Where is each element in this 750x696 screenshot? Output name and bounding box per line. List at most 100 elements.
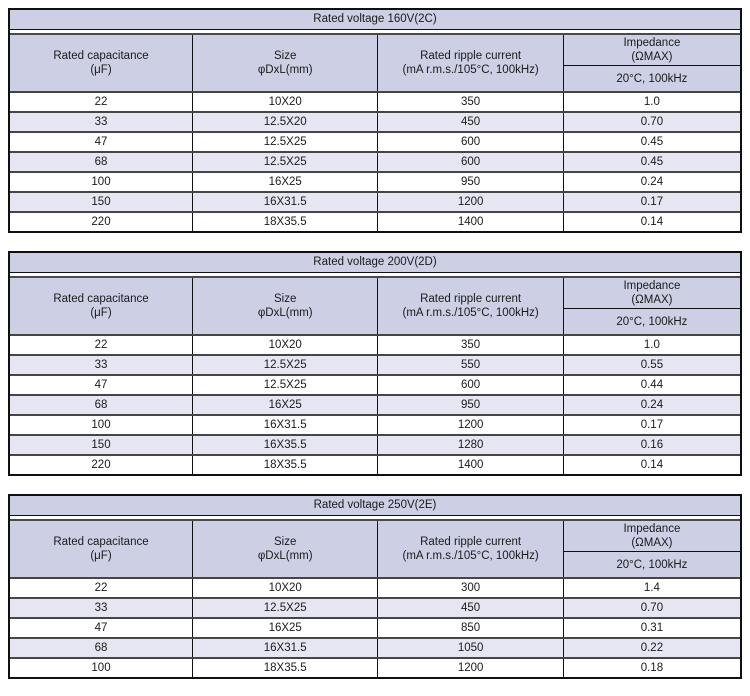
cell-value: 68 [10,152,193,172]
cell-value: 1400 [377,455,564,474]
table-row: 22 10X20 300 1.4 [10,578,740,598]
cell-value: 10X20 [192,92,379,112]
cell-value: 1400 [377,212,564,231]
cell-value: 0.55 [563,355,740,375]
cell-value: 0.17 [563,192,740,212]
header-line: (ΩMAX) [631,294,673,306]
cell-value: 600 [377,375,564,395]
cell-value: 10X20 [192,335,379,355]
cell-value: 600 [377,152,564,172]
cell-value: 1.0 [563,335,740,355]
cell-value: 100 [10,415,193,435]
cell-value: 150 [10,192,193,212]
cell-value: 18X35.5 [192,212,379,231]
cell-value: 16X31.5 [192,192,379,212]
cell-value: 16X25 [192,172,379,192]
table-row: 220 18X35.5 1400 0.14 [10,212,740,231]
header-line: φDxL(mm) [257,550,313,562]
table-row: 22 10X20 350 1.0 [10,92,740,112]
cell-value: 68 [10,395,193,415]
cell-value: 0.31 [563,618,740,638]
cell-value: 1.4 [563,578,740,598]
cell-value: 0.24 [563,395,740,415]
table-row: 47 12.5X25 600 0.45 [10,132,740,152]
header-line: Size [274,536,297,548]
col-header-ripple-current: Rated ripple current (mA r.m.s./105°C, 1… [377,277,564,335]
cell-value: 600 [377,132,564,152]
table-title: Rated voltage 160V(2C) [10,10,740,30]
header-line: (mA r.m.s./105°C, 100kHz) [402,550,539,562]
table-row: 47 12.5X25 600 0.44 [10,375,740,395]
title-divider [10,516,740,519]
header-line: Rated capacitance [53,536,149,548]
col-subheader-impedance-condition: 20°C, 100kHz [563,65,740,92]
cell-value: 850 [377,618,564,638]
table-body: 22 10X20 350 1.0 33 12.5X20 450 0.70 47 12.5X25 60… [10,92,740,231]
table-row: 68 16X31.5 1050 0.22 [10,638,740,658]
table-body: 22 10X20 300 1.4 33 12.5X25 450 0.70 47 16X25 850 0… [10,578,740,677]
table-title: Rated voltage 250V(2E) [10,496,740,516]
table-title: Rated voltage 200V(2D) [10,253,740,273]
cell-value: 47 [10,375,193,395]
rated-voltage-table-250v: Rated voltage 250V(2E) Rated capacitance… [8,494,742,679]
table-row: 33 12.5X20 450 0.70 [10,112,740,132]
cell-value: 1200 [377,658,564,677]
table-row: 100 18X35.5 1200 0.18 [10,658,740,677]
title-divider [10,30,740,33]
header-line: (μF) [90,550,112,562]
col-header-impedance: Impedance (ΩMAX) [563,277,740,309]
cell-value: 47 [10,618,193,638]
col-header-size: Size φDxL(mm) [192,520,379,578]
spec-grid: Rated capacitance (μF) Size φDxL(mm) Rat… [10,33,740,231]
cell-value: 0.22 [563,638,740,658]
table-row: 22 10X20 350 1.0 [10,335,740,355]
cell-value: 33 [10,598,193,618]
cell-value: 12.5X25 [192,355,379,375]
cell-value: 0.17 [563,415,740,435]
table-row: 47 16X25 850 0.31 [10,618,740,638]
cell-value: 12.5X25 [192,598,379,618]
cell-value: 16X31.5 [192,415,379,435]
cell-value: 12.5X25 [192,132,379,152]
cell-value: 16X35.5 [192,435,379,455]
table-row: 68 16X25 950 0.24 [10,395,740,415]
table-row: 33 12.5X25 550 0.55 [10,355,740,375]
col-header-size: Size φDxL(mm) [192,34,379,92]
cell-value: 950 [377,395,564,415]
header-line: Rated ripple current [420,536,522,548]
header-line: Rated ripple current [420,50,522,62]
table-row: 150 16X31.5 1200 0.17 [10,192,740,212]
cell-value: 0.14 [563,212,740,231]
header-line: (mA r.m.s./105°C, 100kHz) [402,64,539,76]
cell-value: 1280 [377,435,564,455]
cell-value: 300 [377,578,564,598]
header-line: (μF) [90,307,112,319]
cell-value: 950 [377,172,564,192]
cell-value: 22 [10,335,193,355]
cell-value: 33 [10,112,193,132]
cell-value: 100 [10,172,193,192]
cell-value: 0.70 [563,112,740,132]
col-header-capacitance: Rated capacitance (μF) [10,277,193,335]
col-header-capacitance: Rated capacitance (μF) [10,34,193,92]
header-line: Rated capacitance [53,293,149,305]
header-line: (ΩMAX) [631,51,673,63]
cell-value: 100 [10,658,193,677]
rated-voltage-table-200v: Rated voltage 200V(2D) Rated capacitance… [8,251,742,476]
header-line: φDxL(mm) [257,64,313,76]
col-header-ripple-current: Rated ripple current (mA r.m.s./105°C, 1… [377,520,564,578]
header-line: Size [274,50,297,62]
cell-value: 550 [377,355,564,375]
cell-value: 0.14 [563,455,740,474]
header-line: Rated capacitance [53,50,149,62]
cell-value: 10X20 [192,578,379,598]
cell-value: 22 [10,578,193,598]
cell-value: 1200 [377,192,564,212]
spec-grid: Rated capacitance (μF) Size φDxL(mm) Rat… [10,276,740,474]
cell-value: 16X25 [192,395,379,415]
cell-value: 1200 [377,415,564,435]
cell-value: 220 [10,212,193,231]
col-header-impedance: Impedance (ΩMAX) [563,520,740,552]
header-line: Impedance [623,280,681,292]
